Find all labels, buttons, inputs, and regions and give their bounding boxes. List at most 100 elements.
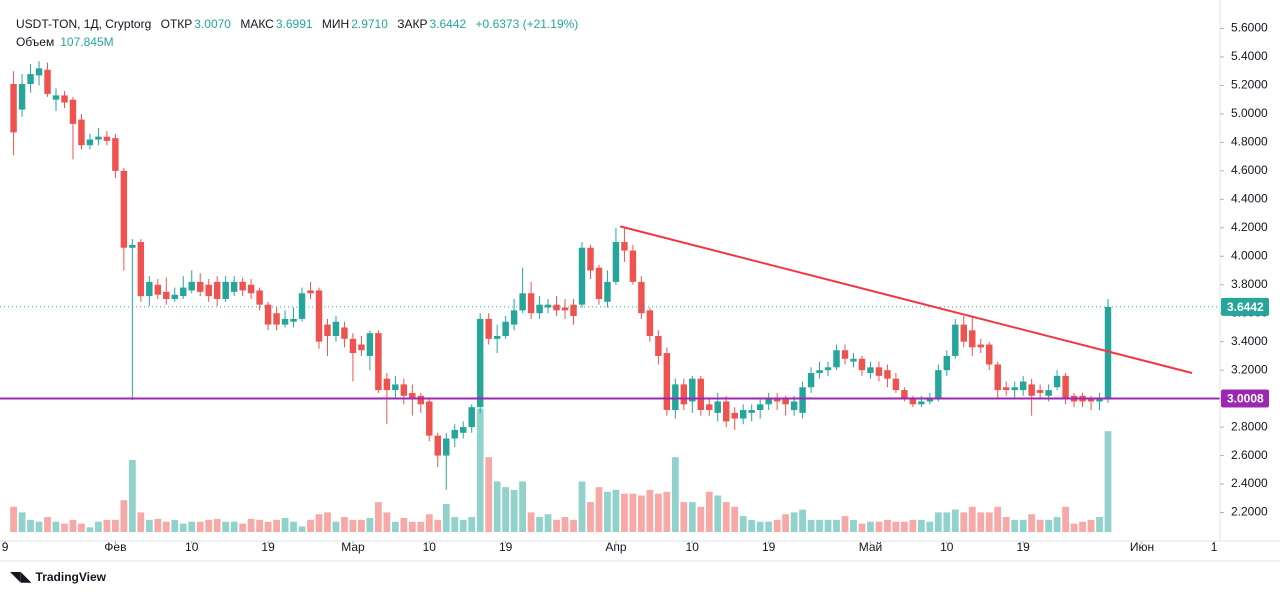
candle-body (154, 284, 162, 295)
volume-bar (960, 512, 968, 532)
volume-bar (1011, 519, 1019, 532)
candle-body (697, 378, 705, 411)
volume-bar (468, 517, 476, 532)
y-tick-label: 2.8000 (1231, 419, 1268, 433)
candle-body (1002, 387, 1010, 391)
volume-bar (994, 506, 1002, 532)
volume-bar (171, 519, 179, 532)
volume-bar (52, 521, 60, 532)
volume-bar (273, 519, 280, 532)
candle-body (952, 324, 959, 356)
candle-body (476, 318, 484, 408)
candle-body (10, 83, 17, 133)
y-tick-label: 3.2000 (1231, 362, 1268, 376)
volume-bar (324, 512, 331, 532)
candle-body (86, 139, 94, 146)
candle-body (1019, 381, 1027, 391)
volume-bar (799, 509, 806, 532)
candle-body (672, 384, 679, 411)
candle-body (1045, 390, 1052, 396)
candle-body (400, 384, 408, 396)
y-tick-label: 3.4000 (1231, 334, 1268, 348)
x-tick-label: 19 (499, 540, 513, 554)
candle-body (867, 367, 874, 374)
volume-bar (926, 521, 934, 532)
price-tag-label: 3.6442 (1227, 300, 1264, 314)
candle-body (578, 247, 586, 305)
candle-body (773, 398, 781, 402)
volume-bar (646, 489, 654, 532)
candle-body (409, 392, 416, 399)
candle-body (95, 136, 102, 140)
volume-bar (358, 519, 365, 532)
volume-bar (281, 517, 289, 532)
volume-bar (934, 512, 942, 532)
volume-bar (290, 521, 297, 532)
volume-bar (188, 521, 196, 532)
volume-bar (18, 512, 26, 532)
logo: ◥◣ (10, 568, 32, 584)
candle-body (553, 304, 560, 311)
candle-body (35, 68, 43, 76)
volume-bar (264, 521, 272, 532)
volume-bar (968, 506, 976, 532)
candle-body (926, 398, 934, 402)
volume-bar (205, 519, 213, 532)
volume-bar (595, 487, 603, 532)
candle-body (986, 344, 993, 365)
candle-body (977, 344, 984, 348)
volume-bar (417, 521, 425, 532)
candle-body (375, 333, 382, 391)
volume-bar (86, 527, 94, 532)
volume-bar (78, 523, 85, 532)
volume-bar (179, 523, 187, 532)
candle-body (332, 321, 340, 336)
volume-bar (137, 512, 145, 532)
volume-bar (612, 489, 620, 532)
volume-bar (765, 521, 773, 532)
candle-body (782, 398, 789, 405)
volume-bar (527, 512, 535, 532)
volume-bar (213, 518, 221, 532)
volume-bar (570, 519, 577, 532)
brand[interactable]: ◥◣ TradingView (10, 568, 106, 585)
high: 3.6991 (275, 17, 313, 31)
volume-bar (561, 517, 569, 532)
volume-bar (502, 487, 510, 532)
candle-body (612, 242, 620, 282)
volume-bar (790, 512, 798, 532)
candle-body (739, 410, 747, 419)
volume-bar (748, 519, 756, 532)
candle-body (196, 281, 204, 292)
volume-bar (510, 489, 518, 532)
symbol: USDT-TON, 1Д, Cryptorg (16, 17, 152, 31)
candle-body (180, 287, 187, 297)
volume-bar (1036, 519, 1044, 532)
x-tick-label: 10 (940, 540, 954, 554)
candle-body (349, 338, 357, 354)
volume: 107.845M (60, 35, 114, 49)
candle-body (103, 136, 111, 141)
candle-body (833, 350, 840, 368)
candle-body (994, 364, 1001, 391)
candle-body (527, 293, 535, 314)
candle-body (247, 284, 255, 294)
candle-body (621, 242, 628, 251)
candle-body (392, 384, 399, 391)
volume-bar (951, 509, 959, 532)
candle-body (638, 281, 645, 314)
volume-bar (95, 521, 102, 532)
candle-body (756, 404, 764, 411)
volume-bar (459, 519, 467, 532)
y-tick-label: 2.6000 (1231, 448, 1268, 462)
volume-bar (247, 518, 255, 532)
candle-body (307, 290, 314, 294)
close: 3.6442 (429, 17, 467, 31)
x-tick-label: Апр (605, 540, 627, 554)
volume-bar (909, 519, 917, 532)
candle-body (366, 333, 374, 356)
volume-bar (120, 500, 128, 532)
volume-bar (807, 519, 815, 532)
candle-body (264, 304, 272, 325)
volume-bar (349, 519, 357, 532)
